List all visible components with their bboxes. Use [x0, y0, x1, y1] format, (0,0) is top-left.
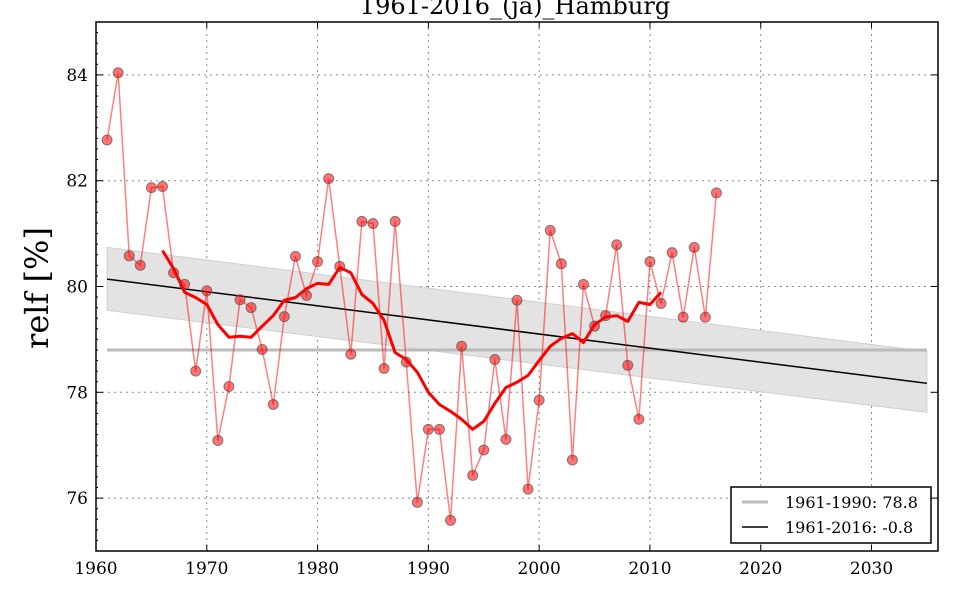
confidence-band	[106, 246, 928, 413]
legend-box	[730, 486, 932, 544]
data-point	[101, 134, 113, 146]
legend-label-trend: 1961-2016: -0.8	[785, 518, 913, 537]
x-axis-ticks: 1960 1970 1980 1990 2000 2010 2020 2030	[74, 22, 893, 579]
data-point	[456, 340, 468, 352]
x-tick-label: 2030	[850, 559, 893, 579]
data-point	[522, 483, 534, 495]
data-point	[278, 311, 290, 323]
y-tick-label: 78	[66, 383, 88, 403]
running-mean-line	[161, 249, 663, 431]
data-point	[168, 267, 180, 279]
data-point	[422, 423, 434, 435]
data-point	[511, 294, 523, 306]
legend-label-baseline: 1961-1990: 78.8	[785, 493, 918, 512]
data-point	[134, 259, 146, 271]
legend: 1961-1990: 78.8 1961-2016: -0.8	[730, 486, 932, 544]
data-point	[433, 423, 445, 435]
data-point	[677, 311, 689, 323]
data-point	[367, 218, 379, 230]
y-tick-label: 82	[66, 172, 88, 192]
data-point	[212, 434, 224, 446]
data-point	[245, 302, 257, 314]
data-point	[256, 343, 268, 355]
data-point	[156, 181, 168, 193]
data-point	[688, 241, 700, 253]
data-point	[500, 433, 512, 445]
data-point	[544, 224, 556, 236]
data-point	[577, 278, 589, 290]
trend-line	[106, 278, 928, 385]
y-axis-ticks: 76 78 80 82 84	[66, 21, 938, 552]
data-point	[644, 256, 656, 268]
x-tick-label: 1970	[185, 559, 228, 579]
y-axis-label: relf [%]	[18, 227, 56, 349]
x-tick-label: 1960	[74, 559, 117, 579]
data-point	[589, 320, 601, 332]
data-point	[223, 380, 235, 392]
y-tick-label: 80	[66, 278, 88, 298]
data-point	[611, 239, 623, 251]
data-point	[234, 294, 246, 306]
data-point	[145, 182, 157, 194]
data-point	[112, 67, 124, 79]
data-point	[312, 256, 324, 268]
data-point	[566, 454, 578, 466]
data-point	[378, 362, 390, 374]
data-point	[201, 285, 213, 297]
data-point	[633, 413, 645, 425]
data-point	[389, 215, 401, 227]
data-point	[622, 359, 634, 371]
data-point	[489, 354, 501, 366]
annual-values-line	[106, 72, 718, 521]
data-points	[101, 67, 722, 526]
data-point	[289, 250, 301, 262]
x-tick-label: 2010	[628, 559, 671, 579]
confidence-band-group	[106, 246, 928, 413]
data-point	[179, 278, 191, 290]
data-point	[555, 258, 567, 270]
data-point	[123, 250, 135, 262]
data-point	[533, 394, 545, 406]
data-point	[411, 496, 423, 508]
data-point	[267, 398, 279, 410]
data-point	[445, 514, 457, 526]
y-tick-label: 84	[66, 66, 88, 86]
data-point	[323, 173, 335, 185]
data-point	[699, 311, 711, 323]
x-tick-label: 1990	[407, 559, 450, 579]
series-lines	[106, 72, 928, 521]
data-point	[655, 297, 667, 309]
x-tick-label: 1980	[296, 559, 339, 579]
data-point	[600, 310, 612, 322]
y-tick-label: 76	[66, 489, 88, 509]
data-point	[467, 469, 479, 481]
data-point	[190, 365, 202, 377]
data-point	[710, 187, 722, 199]
data-point	[334, 260, 346, 272]
x-tick-label: 2000	[518, 559, 561, 579]
data-point	[345, 348, 357, 360]
data-point	[478, 444, 490, 456]
data-point	[666, 247, 678, 259]
data-point	[301, 289, 312, 301]
data-point	[400, 356, 412, 368]
chart-title: 1961-2016_(ja)_Hamburg	[360, 0, 670, 20]
data-point	[356, 215, 368, 227]
x-tick-label: 2020	[739, 559, 782, 579]
